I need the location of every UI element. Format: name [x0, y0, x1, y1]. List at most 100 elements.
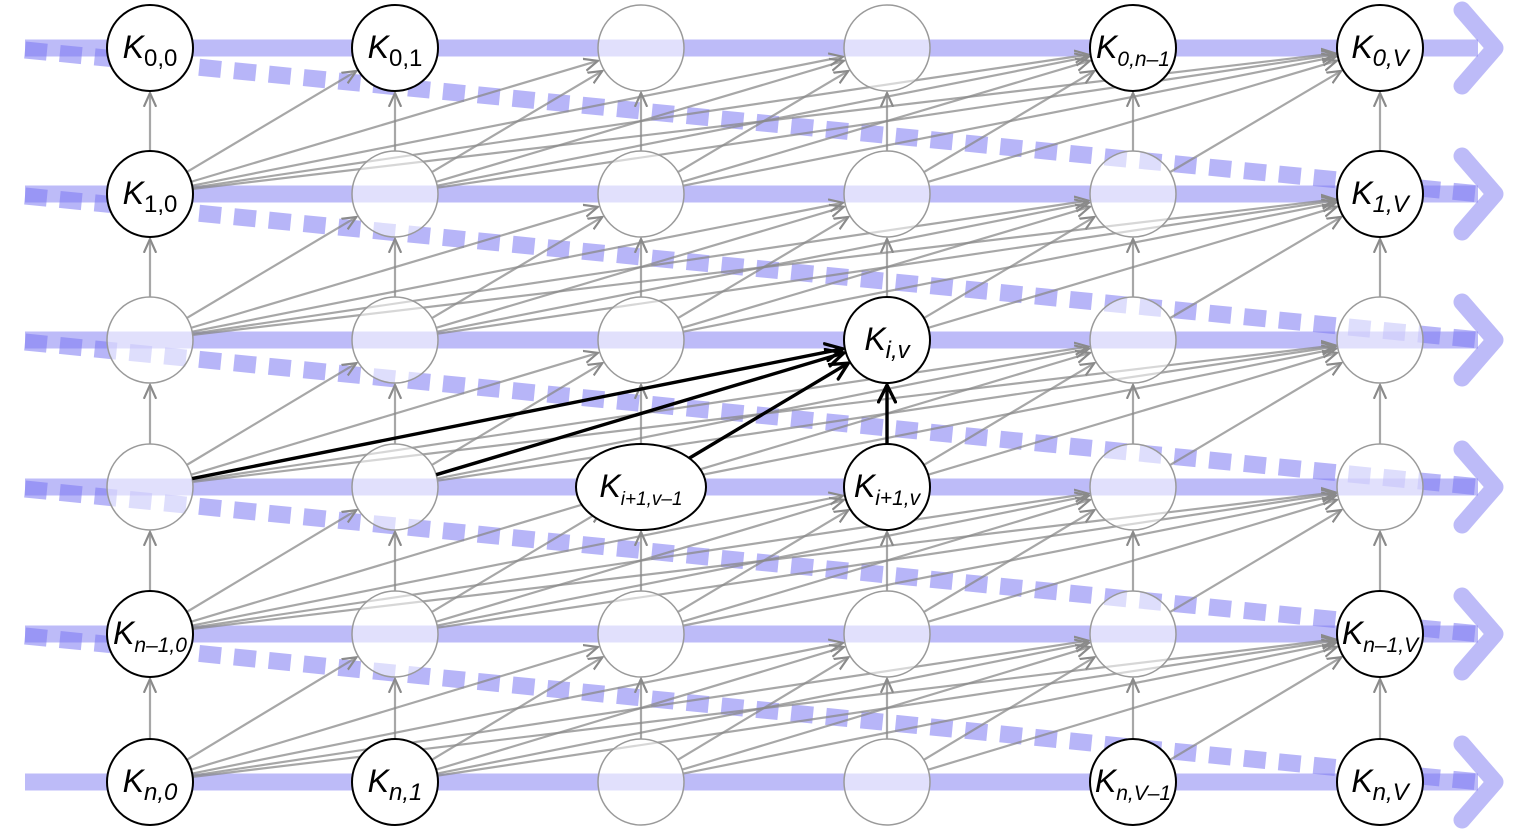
dependency-edge — [186, 510, 357, 613]
node-ni1v: Ki+1,v — [843, 443, 931, 531]
node-label: K0,0 — [123, 29, 178, 72]
node-n0n1: K0,n–1 — [1089, 4, 1177, 92]
dependency-edge — [431, 510, 602, 613]
node-label: Kn,V — [1351, 763, 1410, 806]
grid-node — [597, 590, 685, 678]
grid-node — [1089, 150, 1177, 238]
node-label: K1,0 — [123, 175, 178, 218]
node-shape — [1089, 4, 1177, 92]
grid-node — [106, 296, 194, 384]
node-label: Kn,V–1 — [1095, 763, 1171, 805]
dependency-edge — [186, 71, 356, 173]
node-label: Ki+1,v — [854, 468, 922, 510]
grid-node — [597, 4, 685, 92]
dependency-edge — [677, 217, 848, 319]
labeled-nodes: K0,0 K0,1 K0,n–1 K0,V K1,0 K1,V Ki,v Ki+1,v–1 Ki… — [106, 4, 1424, 826]
grid-node — [1089, 443, 1177, 531]
node-label: Kn–1,0 — [113, 615, 187, 657]
grid-node — [843, 738, 931, 826]
grid-node — [351, 150, 439, 238]
node-shape — [106, 4, 194, 92]
row-band-arrowhead — [1453, 1, 1504, 95]
highlighted-edge — [674, 363, 848, 468]
node-label: K1,V — [1351, 175, 1410, 218]
node-label: Ki,v — [864, 321, 911, 364]
dependency-edge — [923, 657, 1095, 761]
node-nn1V: Kn–1,V — [1336, 590, 1424, 678]
grid-node — [1089, 296, 1177, 384]
node-n01: K0,1 — [351, 4, 439, 92]
dependency-edge — [677, 510, 848, 613]
node-label: Ki+1,v–1 — [599, 468, 682, 510]
dependency-edge — [923, 217, 1094, 319]
dependency-edge — [186, 363, 357, 466]
node-label: K0,n–1 — [1096, 29, 1170, 71]
node-label: K0,V — [1351, 29, 1410, 72]
dependency-edge — [923, 510, 1094, 613]
node-shape — [351, 4, 439, 92]
dependency-edge — [431, 71, 602, 173]
node-shape — [575, 443, 707, 531]
node-shape — [106, 150, 194, 238]
row-band-arrowhead — [1453, 147, 1504, 241]
dependency-edge — [677, 657, 849, 761]
row-band-arrowhead — [1453, 440, 1504, 534]
node-shape — [106, 590, 194, 678]
dependency-edge — [1169, 71, 1341, 174]
node-n10: K1,0 — [106, 150, 194, 238]
dependency-edge — [923, 363, 1094, 466]
node-niv: Ki,v — [843, 296, 931, 384]
dependency-edge — [1169, 657, 1342, 761]
row-band-arrowhead — [1453, 293, 1504, 387]
node-shape — [1336, 4, 1424, 92]
grid-node — [351, 296, 439, 384]
grid-node — [843, 4, 931, 92]
node-shape — [1336, 590, 1424, 678]
dependency-edge — [431, 217, 602, 319]
node-shape — [1336, 738, 1424, 826]
node-nnV: Kn,V — [1336, 738, 1424, 826]
node-nn10: Kn–1,0 — [106, 590, 194, 678]
dependency-edge — [677, 71, 848, 173]
node-shape — [106, 738, 194, 826]
grid-node — [597, 738, 685, 826]
node-label: Kn,1 — [368, 763, 423, 806]
row-band-arrowhead — [1453, 587, 1504, 681]
node-shape — [351, 738, 439, 826]
grid-node — [843, 150, 931, 238]
dependency-edge — [1169, 217, 1341, 320]
grid-node — [1089, 590, 1177, 678]
dependency-edge — [431, 657, 603, 761]
row-band-arrowhead — [1453, 735, 1504, 829]
node-n1V: K1,V — [1336, 150, 1424, 238]
grid-node — [597, 150, 685, 238]
dependency-edge — [1169, 363, 1341, 466]
grid-node — [1336, 296, 1424, 384]
node-n00: K0,0 — [106, 4, 194, 92]
node-n0V: K0,V — [1336, 4, 1424, 92]
grid-node — [351, 443, 439, 531]
node-shape — [1336, 150, 1424, 238]
node-ni1v1: Ki+1,v–1 — [575, 443, 707, 531]
grid-node — [843, 590, 931, 678]
grid-node — [1336, 443, 1424, 531]
node-shape — [843, 443, 931, 531]
highlighted-edge — [435, 353, 844, 477]
node-nn1: Kn,1 — [351, 738, 439, 826]
dependency-edge — [1169, 510, 1341, 613]
node-nn0: Kn,0 — [106, 738, 194, 826]
grid-node — [351, 590, 439, 678]
node-nnV1: Kn,V–1 — [1089, 738, 1177, 826]
node-label: Kn–1,V — [1342, 615, 1420, 657]
ordering-bands — [24, 1, 1504, 829]
node-shape — [843, 296, 931, 384]
dependency-edge — [186, 657, 357, 761]
highlighted-edge — [191, 349, 843, 481]
grid-node — [106, 443, 194, 531]
node-label: Kn,0 — [123, 763, 178, 806]
dependency-edge — [923, 71, 1094, 173]
highlighted-dependencies — [191, 349, 887, 481]
node-label: K0,1 — [368, 29, 423, 72]
